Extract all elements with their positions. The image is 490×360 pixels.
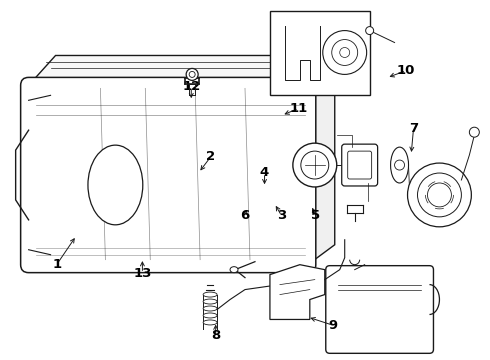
- Circle shape: [332, 40, 358, 66]
- Circle shape: [301, 151, 329, 179]
- Circle shape: [469, 127, 479, 137]
- Ellipse shape: [230, 267, 238, 273]
- Ellipse shape: [203, 320, 217, 325]
- FancyBboxPatch shape: [348, 151, 371, 179]
- Circle shape: [408, 163, 471, 227]
- Ellipse shape: [88, 145, 143, 225]
- Circle shape: [394, 160, 405, 170]
- Text: 13: 13: [133, 267, 151, 280]
- Text: 6: 6: [241, 210, 249, 222]
- Circle shape: [189, 71, 195, 77]
- Text: 7: 7: [409, 122, 418, 135]
- Text: 9: 9: [328, 319, 338, 332]
- Circle shape: [293, 143, 337, 187]
- Ellipse shape: [391, 147, 409, 183]
- Bar: [270, 11, 369, 95]
- Text: 1: 1: [52, 258, 61, 271]
- Text: 2: 2: [206, 150, 216, 163]
- Ellipse shape: [203, 313, 217, 318]
- Text: 5: 5: [311, 210, 320, 222]
- Polygon shape: [28, 55, 308, 85]
- Text: 10: 10: [397, 64, 416, 77]
- Ellipse shape: [203, 306, 217, 311]
- FancyBboxPatch shape: [21, 77, 316, 273]
- Text: 11: 11: [290, 102, 308, 115]
- Ellipse shape: [203, 299, 217, 304]
- Ellipse shape: [203, 292, 217, 297]
- Circle shape: [366, 27, 374, 35]
- Circle shape: [417, 173, 462, 217]
- Text: 8: 8: [211, 329, 220, 342]
- Circle shape: [186, 68, 198, 80]
- Polygon shape: [308, 55, 335, 265]
- Text: 12: 12: [182, 80, 200, 93]
- Text: 4: 4: [260, 166, 269, 179]
- Text: 3: 3: [277, 210, 286, 222]
- Circle shape: [427, 183, 451, 207]
- FancyBboxPatch shape: [342, 144, 378, 186]
- Circle shape: [340, 48, 350, 58]
- Circle shape: [323, 31, 367, 75]
- Polygon shape: [270, 265, 325, 319]
- FancyBboxPatch shape: [326, 266, 434, 353]
